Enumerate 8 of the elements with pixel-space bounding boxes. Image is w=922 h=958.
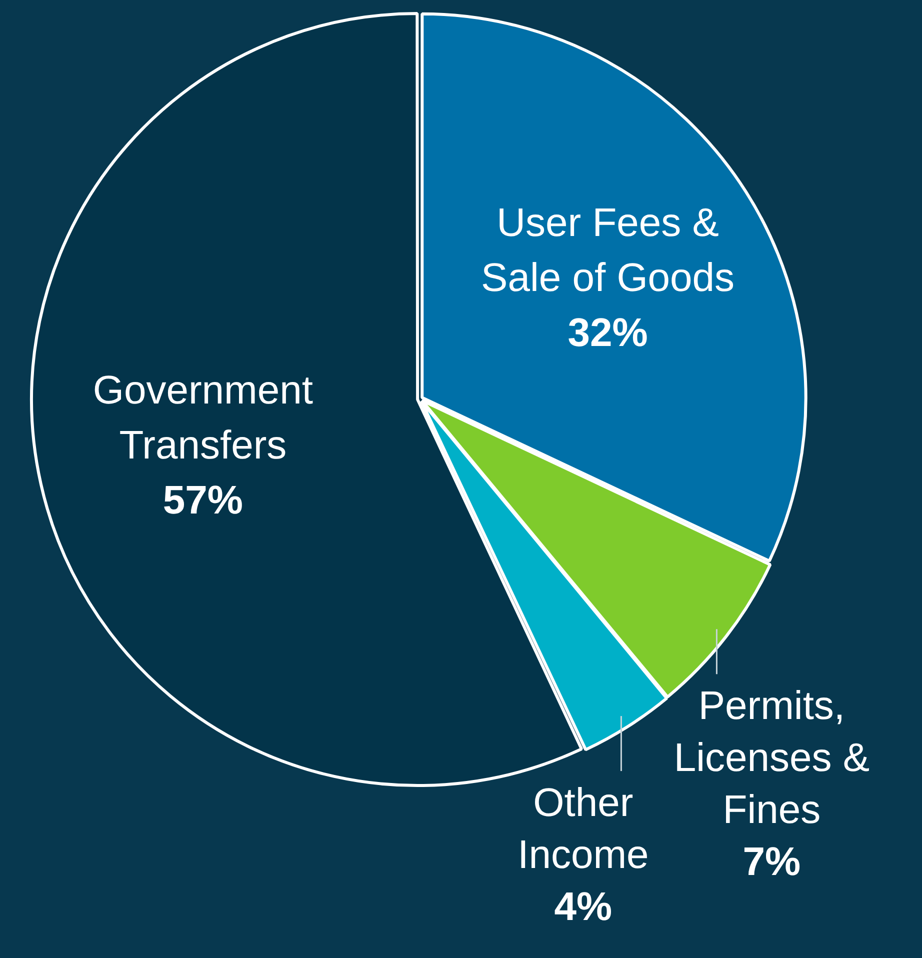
- data-label: 4%: [554, 885, 612, 930]
- slice-label: User Fees & Sale of Goods: [481, 200, 735, 300]
- slice-label: Other Income: [518, 781, 649, 878]
- data-label: 57%: [162, 478, 243, 523]
- slice-label: Government Transfers: [92, 368, 313, 468]
- data-label: 7%: [742, 840, 801, 884]
- slice-label: Permits, Licenses & Fines: [674, 684, 870, 832]
- data-label: 32%: [568, 310, 648, 355]
